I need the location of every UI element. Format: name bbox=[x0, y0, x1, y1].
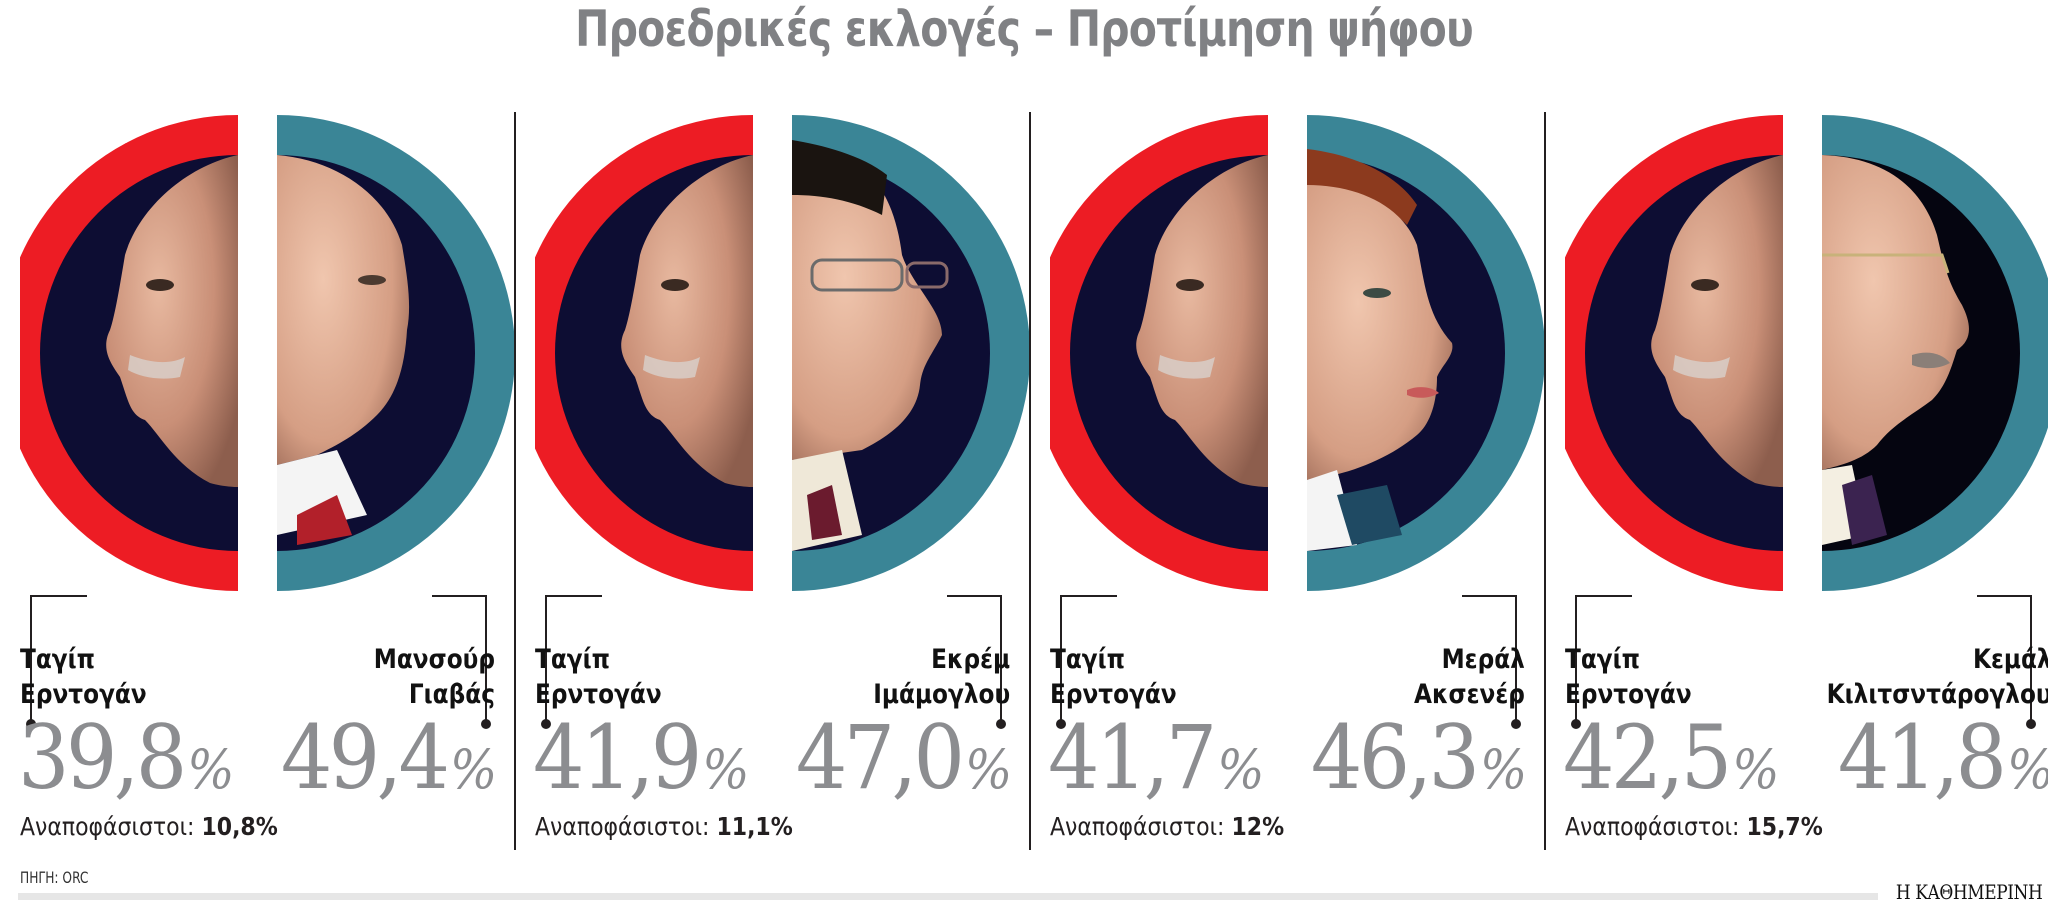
incumbent-name: Ταγίπ Ερντογάν bbox=[1050, 644, 1177, 710]
challenger-portrait bbox=[1822, 115, 2048, 591]
incumbent-percent: 39,8% bbox=[18, 706, 235, 809]
challenger-connector-line bbox=[432, 595, 491, 729]
incumbent-portrait bbox=[1050, 115, 1312, 591]
challenger-percent: 47,0% bbox=[795, 706, 1012, 809]
incumbent-connector-line bbox=[1571, 595, 1632, 729]
chart-title: Προεδρικές εκλογές – Προτίμηση ψήφου bbox=[575, 0, 1474, 58]
challenger-connector-line bbox=[1977, 595, 2036, 729]
undecided-stat: Αναποφάσιστοι: 12% bbox=[1050, 812, 1285, 841]
challenger-name: Κεμάλ Κιλιτσντάρογλου bbox=[1827, 644, 2048, 710]
footer-rule bbox=[18, 893, 1878, 900]
challenger-portrait bbox=[277, 115, 539, 591]
incumbent-name: Ταγίπ Ερντογάν bbox=[535, 644, 662, 710]
incumbent-percent: 41,9% bbox=[533, 706, 750, 809]
source-note: ΠΗΓΗ: ORC bbox=[20, 868, 89, 887]
challenger-percent: 46,3% bbox=[1310, 706, 1527, 809]
incumbent-connector-line bbox=[26, 595, 87, 729]
incumbent-connector-line bbox=[1056, 595, 1117, 729]
incumbent-percent: 42,5% bbox=[1563, 706, 1780, 809]
challenger-name: Μεράλ Ακσενέρ bbox=[1414, 644, 1525, 710]
incumbent-portrait bbox=[535, 115, 797, 591]
undecided-stat: Αναποφάσιστοι: 10,8% bbox=[20, 812, 278, 841]
matchup-panel: Ταγίπ Ερντογάν Εκρέμ Ιμάμογλου 41,9% 47,0%… bbox=[515, 100, 1030, 860]
challenger-name: Εκρέμ Ιμάμογλου bbox=[873, 644, 1010, 710]
incumbent-percent: 41,7% bbox=[1048, 706, 1265, 809]
challenger-portrait bbox=[1307, 115, 1569, 591]
incumbent-connector-line bbox=[541, 595, 602, 729]
matchup-panel: Ταγίπ Ερντογάν Μανσούρ Γιαβάς 39,8% 49,4% … bbox=[0, 100, 515, 860]
matchup-panel: Ταγίπ Ερντογάν Κεμάλ Κιλιτσντάρογλου 42,5%… bbox=[1545, 100, 2048, 860]
panel-divider bbox=[1544, 112, 1546, 850]
panel-divider bbox=[1029, 112, 1031, 850]
incumbent-name: Ταγίπ Ερντογάν bbox=[20, 644, 147, 710]
challenger-percent: 49,4% bbox=[280, 706, 497, 809]
challenger-connector-line bbox=[947, 595, 1006, 729]
incumbent-name: Ταγίπ Ερντογάν bbox=[1565, 644, 1692, 710]
publisher-logo: Η ΚΑΘΗΜΕΡΙΝΗ bbox=[1895, 880, 2042, 904]
incumbent-portrait bbox=[20, 115, 282, 591]
matchup-panel: Ταγίπ Ερντογάν Μεράλ Ακσενέρ 41,7% 46,3% Α… bbox=[1030, 100, 1545, 860]
panel-divider bbox=[514, 112, 516, 850]
challenger-connector-line bbox=[1462, 595, 1521, 729]
undecided-stat: Αναποφάσιστοι: 11,1% bbox=[535, 812, 793, 841]
challenger-percent: 41,8% bbox=[1837, 706, 2048, 809]
incumbent-portrait bbox=[1565, 115, 1827, 591]
undecided-stat: Αναποφάσιστοι: 15,7% bbox=[1565, 812, 1823, 841]
challenger-portrait bbox=[792, 115, 1054, 591]
challenger-name: Μανσούρ Γιαβάς bbox=[373, 644, 495, 710]
